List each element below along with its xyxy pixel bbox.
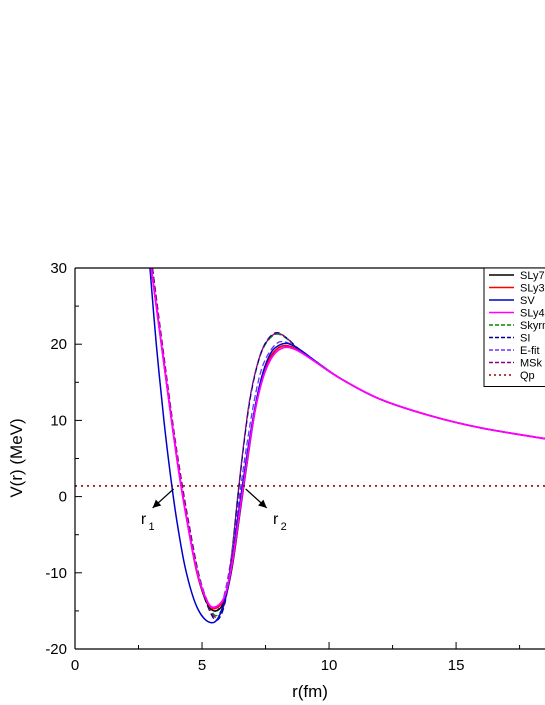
x-tick-label: 0 [71, 657, 79, 674]
x-tick-label: 5 [198, 657, 206, 674]
y-tick-label: 20 [50, 336, 67, 353]
annotation-arrow-head [152, 499, 162, 508]
legend-label: Qp [520, 370, 535, 382]
y-tick-label: 30 [50, 260, 67, 277]
y-axis-label: V(r) (MeV) [7, 418, 26, 497]
legend-label: Skyrme [520, 320, 545, 332]
y-tick-label: -20 [45, 641, 67, 658]
annotation-label: r [273, 511, 279, 528]
legend-label: MSk [520, 358, 543, 370]
legend-label: E-fit [520, 345, 540, 357]
ticks-layer: 0 5 10 15 -20 -10 0 10 20 30 [45, 260, 521, 674]
legend-label: SI [520, 333, 530, 345]
annotation-arrow-head [258, 499, 267, 508]
x-axis-label: r(fm) [292, 682, 328, 701]
y-tick-label: 10 [50, 412, 67, 429]
x-tick-label: 15 [448, 657, 465, 674]
legend-label: SV [520, 295, 535, 307]
annotation-subscript: 2 [281, 521, 287, 533]
y-tick-label: -10 [45, 565, 67, 582]
series-line-sly4 [150, 268, 545, 609]
legend-label: SLy7 [520, 270, 545, 282]
y-tick-label: 0 [59, 489, 67, 506]
axes-layer [74, 267, 545, 650]
annotation-subscript: 1 [149, 521, 155, 533]
x-tick-label: 10 [321, 657, 338, 674]
legend-label: SLy4 [520, 308, 545, 320]
series-layer [75, 268, 545, 624]
legend-label: SLy3 [520, 283, 545, 295]
annotation-label: r [141, 511, 147, 528]
